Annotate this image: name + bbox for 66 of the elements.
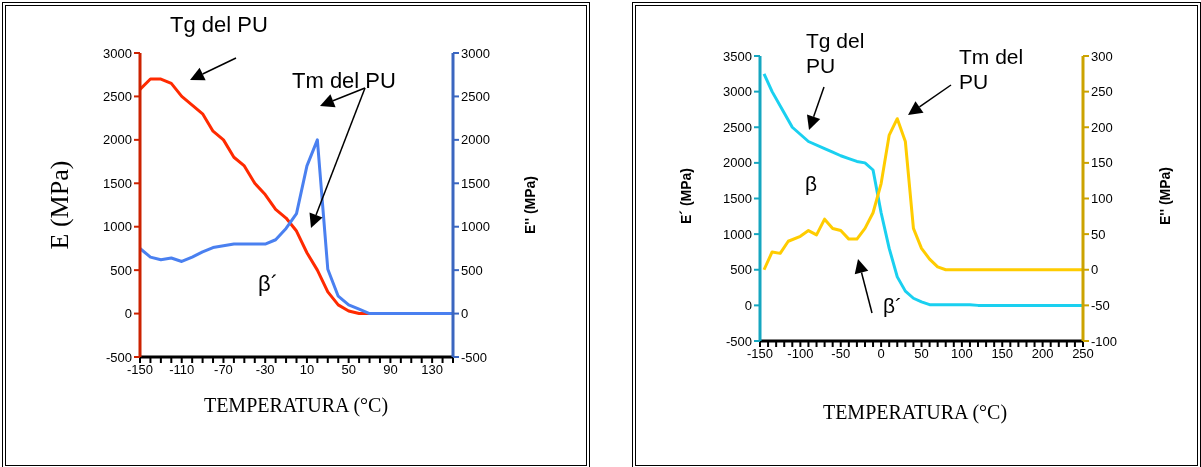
y-tick-label: 3000 [103, 45, 132, 61]
line-series [762, 117, 1083, 272]
y-tick-label: 2500 [723, 119, 752, 135]
x-tick-label: 200 [1031, 346, 1054, 362]
annotation: β [805, 171, 819, 196]
y2-tick-label: -50 [1091, 297, 1110, 313]
y2-tick-label: -500 [461, 349, 488, 365]
y-tick-label: 1000 [103, 219, 132, 235]
x-tick-label: 0 [877, 346, 885, 362]
line-series [140, 138, 453, 316]
y-tick-label: 3000 [723, 84, 752, 100]
x-tick-label: -150 [126, 362, 154, 378]
x-tick-label: -70 [214, 362, 233, 378]
y-tick-label: 1500 [103, 175, 132, 191]
x-tick-label: 100 [951, 346, 973, 362]
y-axis-title: E (MPa) [45, 159, 75, 252]
y2-tick-label: 250 [1091, 84, 1113, 100]
annotation: Tm del PU [292, 68, 397, 93]
y-axis-title: E´ (MPa) [677, 167, 695, 226]
y2-tick-label: 500 [461, 262, 483, 278]
y2-tick-label: 2500 [461, 89, 490, 105]
x-tick-label: 90 [383, 362, 398, 378]
x-tick-label: 10 [299, 362, 315, 378]
y2-tick-label: 0 [461, 306, 469, 322]
y2-tick-label: 300 [1091, 48, 1113, 64]
x-tick-label: 50 [914, 346, 929, 362]
y-tick-label: 2000 [103, 132, 132, 148]
y-tick-label: 2000 [723, 155, 752, 171]
y-tick-label: 1000 [723, 226, 752, 242]
y2-tick-label: 1500 [461, 175, 490, 191]
y2-tick-label: 3000 [461, 45, 490, 61]
x-tick-label: -30 [255, 362, 275, 378]
x-tick-label: 150 [991, 346, 1014, 362]
y2-tick-label: -100 [1091, 333, 1118, 349]
y2-tick-label: 1000 [461, 219, 490, 235]
y2-tick-label: 150 [1091, 155, 1113, 171]
x-tick-label: -110 [169, 362, 195, 378]
y-tick-label: 3500 [723, 48, 752, 64]
annotation: Tg del PU [806, 28, 866, 78]
annotation: β´ [883, 293, 904, 318]
annotation: β´ [258, 271, 279, 296]
y2-tick-label: 50 [1091, 226, 1106, 242]
y-tick-label: -500 [105, 349, 132, 365]
annotation: Tm del PU [959, 44, 1025, 94]
y2-tick-label: 200 [1091, 119, 1113, 135]
x-tick-label: 130 [421, 362, 443, 378]
x-tick-label: -150 [746, 346, 774, 362]
y2-tick-label: 0 [1091, 262, 1099, 278]
y2-axis-title: E'' (MPa) [1156, 166, 1174, 227]
y-tick-label: 0 [124, 306, 132, 322]
x-tick-label: -50 [831, 346, 851, 362]
y-tick-label: 2500 [103, 89, 132, 105]
y2-tick-label: 2000 [461, 132, 490, 148]
y2-tick-label: 100 [1091, 191, 1113, 207]
y-tick-label: 1500 [723, 191, 752, 207]
x-tick-label: -100 [787, 346, 814, 362]
x-tick-label: 250 [1072, 346, 1094, 362]
y-tick-label: 500 [730, 262, 752, 278]
y-tick-label: 0 [744, 297, 752, 313]
x-axis-title: TEMPERATURA (°C) [821, 400, 1009, 424]
y-tick-label: -500 [725, 333, 752, 349]
x-axis-title: TEMPERATURA (°C) [202, 393, 390, 417]
y2-axis-title: E'' (MPa) [521, 175, 539, 236]
text: Tg del PU [170, 12, 269, 37]
x-tick-label: 50 [341, 362, 356, 378]
y-tick-label: 500 [110, 262, 132, 278]
